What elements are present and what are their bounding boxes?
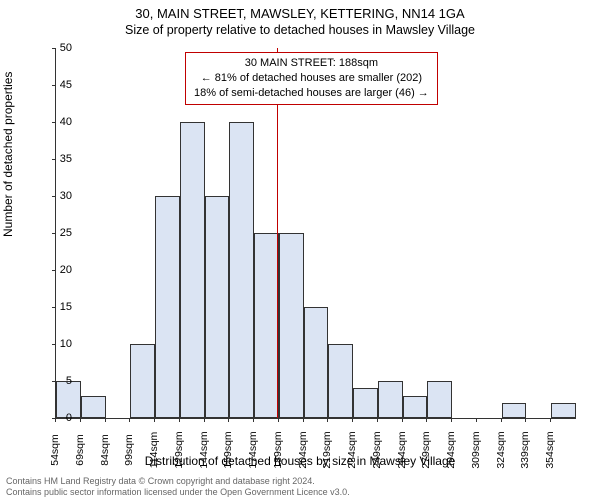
histogram-bar — [205, 196, 230, 418]
histogram-bar — [328, 344, 353, 418]
y-tick-label: 15 — [42, 301, 72, 313]
annotation-line: 18% of semi-detached houses are larger (… — [194, 86, 429, 101]
histogram-chart: 54sqm69sqm84sqm99sqm114sqm129sqm144sqm15… — [55, 48, 575, 418]
annotation-line: ← 81% of detached houses are smaller (20… — [194, 71, 429, 86]
x-axis-label: Distribution of detached houses by size … — [0, 454, 600, 468]
histogram-bar — [502, 403, 527, 418]
footer-attribution: Contains HM Land Registry data © Crown c… — [6, 476, 350, 499]
histogram-bar — [304, 307, 329, 418]
y-tick-label: 5 — [42, 375, 72, 387]
page-subtitle: Size of property relative to detached ho… — [0, 21, 600, 37]
y-tick-label: 50 — [42, 42, 72, 54]
y-tick-label: 0 — [42, 412, 72, 424]
histogram-bar — [229, 122, 254, 418]
y-axis-label: Number of detached properties — [1, 72, 15, 237]
histogram-bar — [81, 396, 106, 418]
histogram-bar — [403, 396, 428, 418]
y-tick-label: 25 — [42, 227, 72, 239]
histogram-bar — [279, 233, 304, 418]
annotation-callout: 30 MAIN STREET: 188sqm← 81% of detached … — [185, 52, 438, 105]
y-tick-label: 20 — [42, 264, 72, 276]
histogram-bar — [427, 381, 452, 418]
histogram-bar — [180, 122, 205, 418]
annotation-line: 30 MAIN STREET: 188sqm — [194, 56, 429, 71]
histogram-bar — [155, 196, 180, 418]
y-tick-label: 35 — [42, 153, 72, 165]
histogram-bar — [130, 344, 155, 418]
histogram-bar — [551, 403, 576, 418]
y-tick-label: 10 — [42, 338, 72, 350]
page-title: 30, MAIN STREET, MAWSLEY, KETTERING, NN1… — [0, 0, 600, 21]
y-tick-label: 45 — [42, 79, 72, 91]
footer-line-2: Contains public sector information licen… — [6, 487, 350, 498]
footer-line-1: Contains HM Land Registry data © Crown c… — [6, 476, 350, 487]
y-tick-label: 30 — [42, 190, 72, 202]
histogram-bar — [378, 381, 403, 418]
histogram-bar — [353, 388, 378, 418]
histogram-bar — [254, 233, 279, 418]
y-tick-label: 40 — [42, 116, 72, 128]
